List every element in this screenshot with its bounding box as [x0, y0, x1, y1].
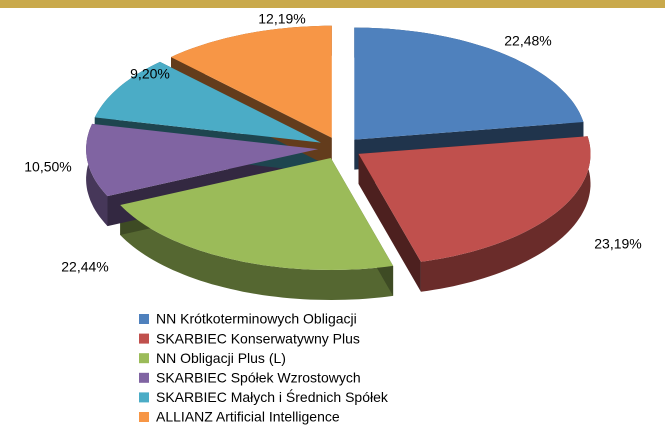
legend-label: SKARBIEC Konserwatywny Plus	[156, 330, 360, 346]
data-label: 23,19%	[594, 236, 641, 252]
data-label: 10,50%	[24, 159, 71, 175]
data-label: 9,20%	[130, 66, 170, 82]
legend-label: NN Obligacji Plus (L)	[156, 350, 286, 366]
legend-label: ALLIANZ Artificial Intelligence	[156, 409, 340, 425]
top-bar	[0, 0, 665, 8]
slice-side	[120, 205, 394, 300]
slice	[94, 61, 321, 143]
data-label: 22,48%	[504, 33, 551, 49]
legend-swatch	[139, 353, 149, 364]
legend-swatch	[139, 314, 149, 324]
legend-label: SKARBIEC Spółek Wzrostowych	[156, 370, 361, 386]
data-label: 22,44%	[61, 259, 108, 275]
slice	[86, 123, 319, 197]
slice-side	[420, 136, 591, 292]
data-label: 12,19%	[258, 11, 305, 27]
legend-label: SKARBIEC Małych i Średnich Spółek	[156, 388, 389, 405]
slice	[171, 25, 332, 138]
slice	[354, 27, 584, 140]
slice-wall	[358, 153, 421, 292]
legend-swatch	[139, 412, 149, 422]
slice	[120, 158, 394, 270]
legend-swatch	[139, 372, 149, 383]
legend-swatch	[139, 392, 149, 403]
legend-swatch	[139, 333, 149, 344]
slice	[358, 136, 591, 262]
legend-label: NN Krótkoterminowych Obligacji	[156, 311, 357, 327]
